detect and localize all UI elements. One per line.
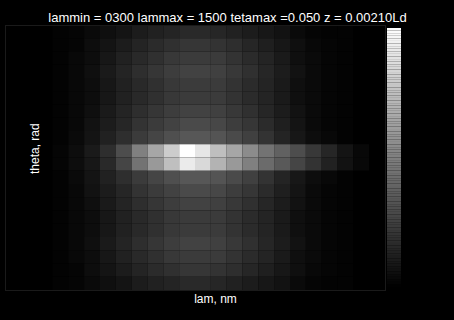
svg-text:theta, rad: theta, rad — [28, 123, 42, 174]
svg-text:lam, nm: lam, nm — [194, 292, 237, 306]
svg-text:lammin = 0300 lammax = 1500 te: lammin = 0300 lammax = 1500 tetamax =0.0… — [48, 10, 406, 25]
